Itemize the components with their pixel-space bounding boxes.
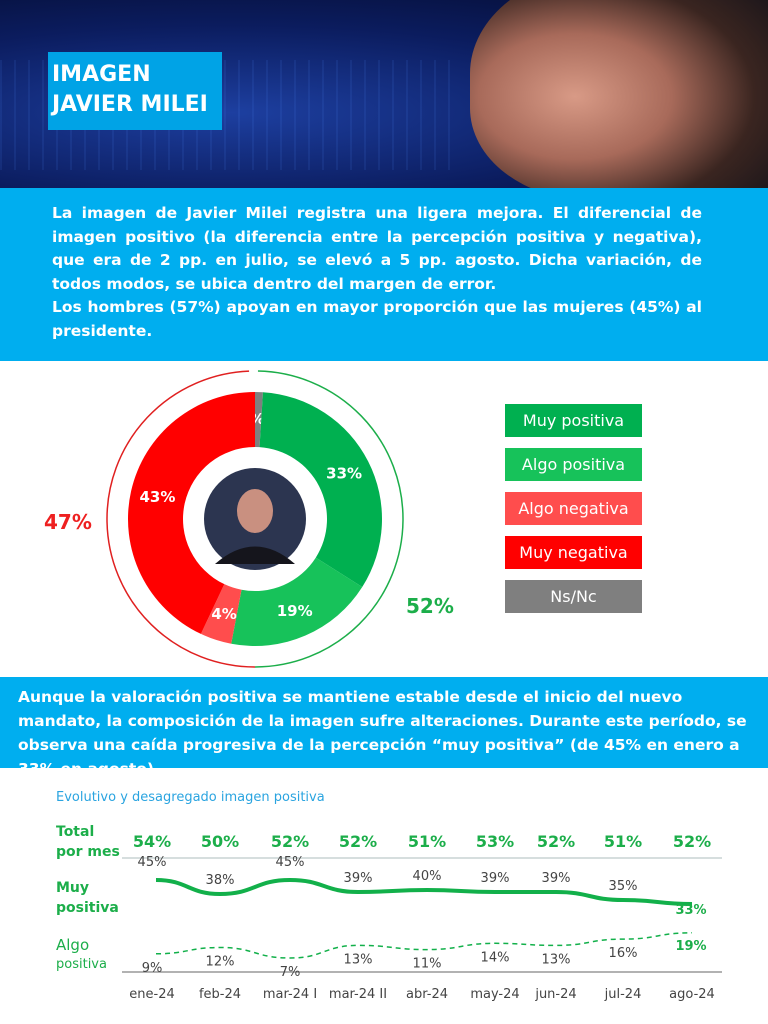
total-label: 53% [476,832,514,851]
data-label-algo-positiva: 13% [344,952,373,967]
total-label: 54% [133,832,171,851]
data-label-muy-positiva: 39% [542,871,571,886]
photo-suit [215,546,295,564]
legend-algo-positiva: Algo positiva [505,448,642,481]
intro-paragraph: Los hombres (57%) apoyan en mayor propor… [52,298,702,340]
data-label-muy-positiva: 45% [138,855,167,870]
data-label-muy-positiva: 33% [675,903,706,918]
line-chart: 54% 45% 9% ene-24 50% 38% 12% feb-24 52% 45% 7% mar… [122,832,722,1002]
negative-outer-arc [106,370,256,668]
x-tick-label: mar-24 II [329,987,387,1002]
row-label-total: Total por mes [56,822,120,862]
total-label: 52% [673,832,711,851]
negative-total: 47% [44,510,92,534]
donut-chart: 1%33%19%4%43% [106,370,404,668]
donut-slice-muynegativa [127,392,255,634]
header-banner: IMAGEN JAVIER MILEI [0,0,768,188]
donut-slice-algopositiva [231,557,363,646]
row-label-muy-positiva: Muy positiva [56,878,119,918]
donut-slice-nsnc [255,392,263,448]
x-tick-label: ene-24 [129,987,174,1002]
x-tick-label: may-24 [470,987,519,1002]
positive-total: 52% [406,594,454,618]
data-label-muy-positiva: 39% [344,871,373,886]
series-line-algo-positiva [155,932,693,959]
x-tick-label: abr-24 [406,987,448,1002]
page-title: IMAGEN JAVIER MILEI [48,52,222,130]
label: por mes [56,844,120,860]
summary-text: Aunque la valoración positiva se mantien… [0,677,768,778]
x-tick-label: ago-24 [669,987,715,1002]
milei-photo [470,0,768,188]
data-label-algo-positiva: 7% [280,965,301,980]
total-label: 52% [537,832,575,851]
label: Muy [56,880,90,896]
x-tick-label: mar-24 I [263,987,317,1002]
slice-label: 4% [211,605,236,623]
data-label-algo-positiva: 11% [413,957,442,972]
positive-outer-arc [254,370,404,668]
data-label-muy-positiva: 45% [276,855,305,870]
total-label: 52% [339,832,377,851]
x-tick-label: feb-24 [199,987,241,1002]
data-label-muy-positiva: 38% [206,873,235,888]
x-tick-label: jul-24 [604,987,642,1002]
total-label: 51% [408,832,446,851]
slice-label: 33% [326,465,362,483]
total-label: 50% [201,832,239,851]
data-label-muy-positiva: 40% [413,869,442,884]
data-label-muy-positiva: 35% [609,879,638,894]
title-line: IMAGEN [52,62,151,87]
photo-face [237,489,273,533]
label: positiva [56,900,119,916]
x-tick-label: jun-24 [534,987,576,1002]
legend-algo-negativa: Algo negativa [505,492,642,525]
total-label: 51% [604,832,642,851]
slice-label: 43% [139,488,175,506]
donut-slice-algonegativa [200,584,242,644]
legend-nsnc: Ns/Nc [505,580,642,613]
label: Algo [56,936,90,954]
data-label-algo-positiva: 16% [609,946,638,961]
title-line: JAVIER MILEI [52,92,208,117]
data-label-algo-positiva: 13% [542,952,571,967]
data-label-algo-positiva: 14% [481,950,510,965]
label: positiva [56,957,107,972]
slice-label: 19% [277,602,313,620]
data-label-muy-positiva: 39% [481,871,510,886]
intro-paragraph: La imagen de Javier Milei registra una l… [52,204,702,293]
legend-muy-negativa: Muy negativa [505,536,642,569]
series-line-muy-positiva [155,877,693,906]
data-label-algo-positiva: 19% [675,939,706,954]
total-label: 52% [271,832,309,851]
data-label-algo-positiva: 9% [142,961,163,976]
row-label-algo-positiva: Algo positiva [56,935,107,975]
intro-text: La imagen de Javier Milei registra una l… [0,188,768,361]
line-chart-title: Evolutivo y desagregado imagen positiva [56,790,325,805]
donut-slice-muypositiva [259,392,382,588]
data-label-algo-positiva: 12% [206,955,235,970]
label: Total [56,824,95,840]
legend-muy-positiva: Muy positiva [505,404,642,437]
